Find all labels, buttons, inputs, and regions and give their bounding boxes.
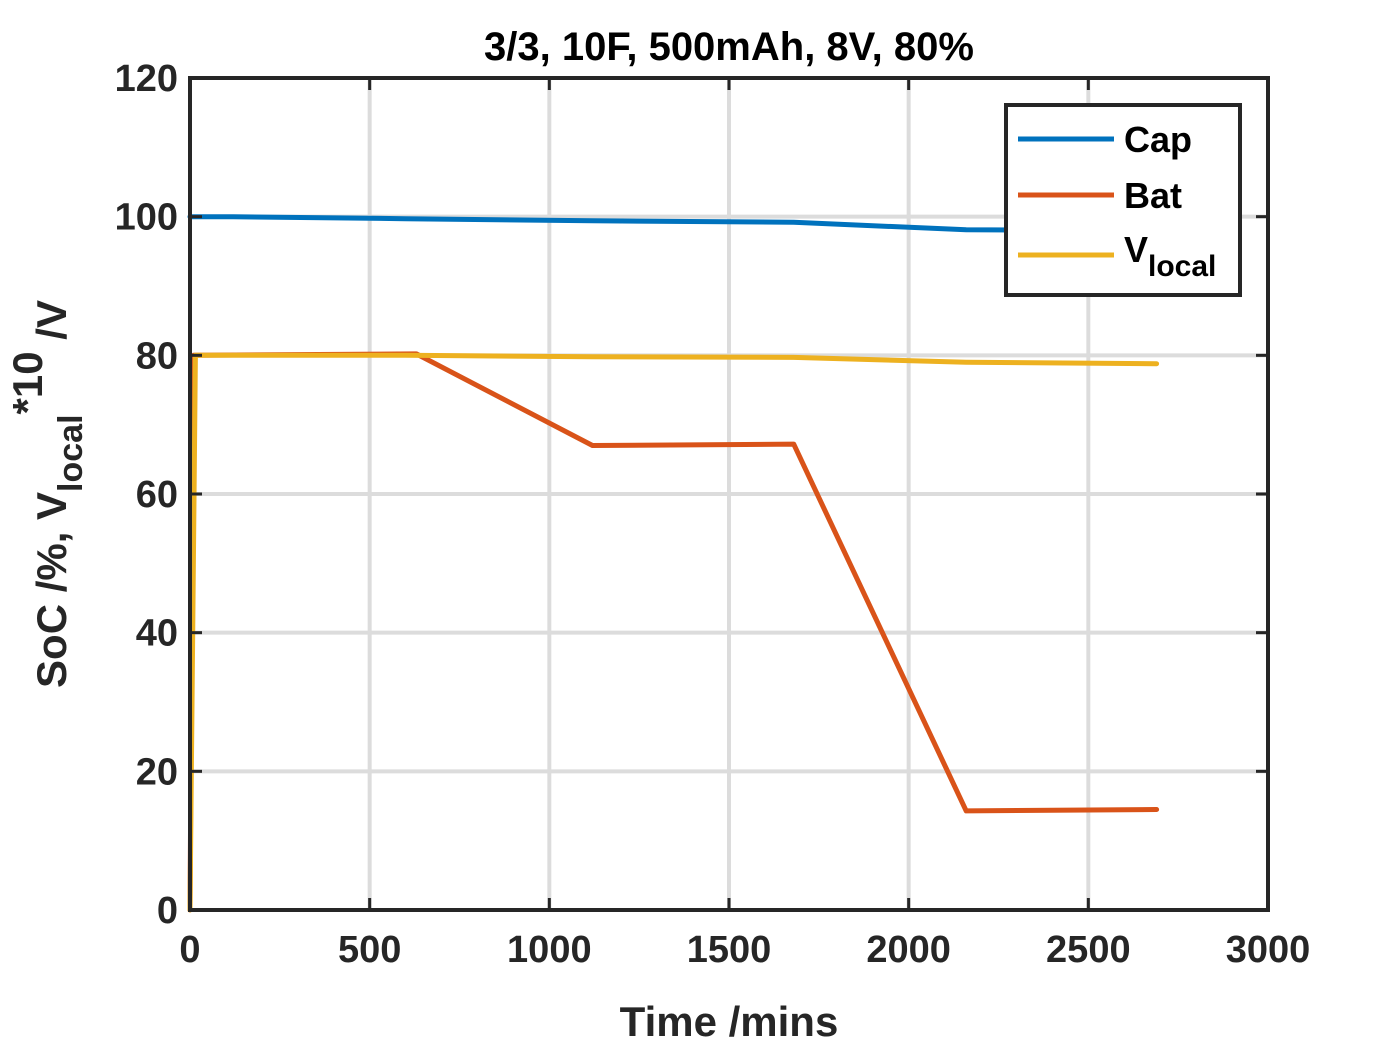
x-tick-label: 500 <box>338 929 401 971</box>
y-tick-label: 80 <box>136 335 178 377</box>
x-tick-label: 2500 <box>1046 929 1131 971</box>
y-tick-label: 120 <box>115 58 178 100</box>
x-tick-label: 1500 <box>687 929 772 971</box>
x-tick-labels: 0 500 1000 1500 2000 2500 3000 <box>179 929 1310 971</box>
legend-label-cap: Cap <box>1124 119 1192 160</box>
series-line-cap <box>187 214 1160 233</box>
x-tick-label: 1000 <box>507 929 592 971</box>
y-tick-label: 0 <box>157 890 178 932</box>
y-axis-label-superscript: *10 <box>4 351 51 414</box>
y-axis-label-main: SoC /%, V <box>28 492 75 688</box>
legend-label-vlocal-sub: local <box>1148 250 1216 283</box>
legend-label-bat: Bat <box>1124 175 1182 216</box>
y-tick-label: 40 <box>136 613 178 655</box>
x-tick-label: 0 <box>179 929 200 971</box>
x-tick-label: 3000 <box>1226 929 1311 971</box>
chart-title: 3/3, 10F, 500mAh, 8V, 80% <box>484 25 974 69</box>
y-tick-label: 100 <box>115 197 178 239</box>
y-tick-label: 20 <box>136 751 178 793</box>
legend-label-vlocal: Vlocal <box>1124 229 1216 283</box>
tick-marks <box>188 76 1270 912</box>
y-axis-label: SoC /%, Vlocal*10 /V <box>4 300 90 688</box>
y-tick-labels: 0 20 40 60 80 100 120 <box>115 58 178 932</box>
x-axis-label: Time /mins <box>620 998 839 1045</box>
legend-label-vlocal-main: V <box>1124 229 1148 270</box>
y-tick-label: 60 <box>136 474 178 516</box>
legend: Cap Bat Vlocal <box>1004 103 1242 297</box>
y-axis-label-subscript: local <box>52 414 90 491</box>
legend-box <box>1004 103 1242 297</box>
x-tick-label: 2000 <box>866 929 951 971</box>
y-axis-label-unit: /V <box>28 300 75 351</box>
